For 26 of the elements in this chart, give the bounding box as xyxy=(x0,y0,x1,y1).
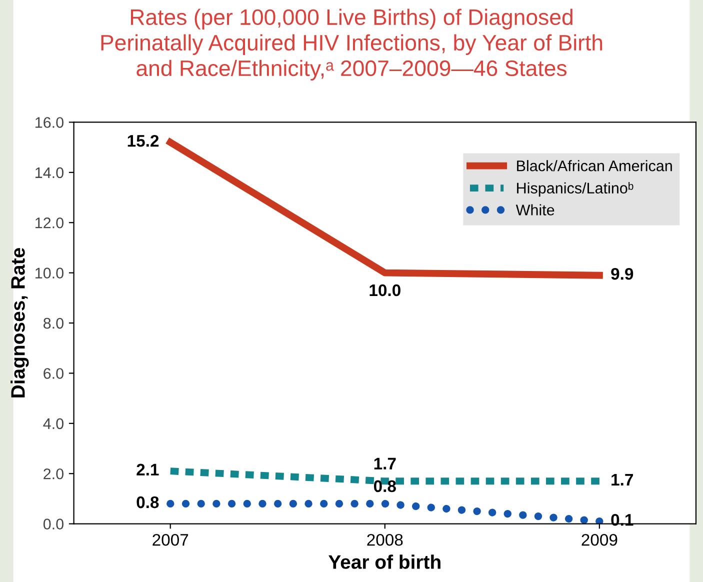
y-tick-label: 8.0 xyxy=(44,318,64,329)
data-label: 15.2 xyxy=(128,134,159,147)
data-label: 1.7 xyxy=(374,458,396,470)
legend-label: White xyxy=(516,204,554,216)
y-tick-label: 6.0 xyxy=(44,368,64,379)
data-label: 0.8 xyxy=(374,480,396,492)
y-tick-label: 14.0 xyxy=(36,167,64,178)
data-label: 2.1 xyxy=(136,464,159,476)
y-axis-title: Diagnoses, Rate xyxy=(10,248,29,398)
x-tick-label: 2008 xyxy=(367,534,403,546)
x-tick-label: 2009 xyxy=(582,534,618,546)
chart-title: Rates (per 100,000 Live Births) of Diagnosed Perinatally Acquired HIV Infections, by Year of Birth and Race/Ethnicity,ᵃ 2007–2009—46 States xyxy=(101,8,602,81)
data-label: 10.0 xyxy=(370,284,400,296)
x-tick-label: 2007 xyxy=(152,534,188,546)
x-axis-title: Year of birth xyxy=(328,554,440,569)
data-label: 1.7 xyxy=(612,474,633,486)
y-tick-label: 12.0 xyxy=(36,217,64,228)
y-tick-label: 16.0 xyxy=(36,117,64,128)
legend-label: Hispanics/Latinoᵇ xyxy=(517,182,634,197)
y-tick-label: 4.0 xyxy=(43,418,64,430)
y-tick-label: 0.0 xyxy=(43,518,64,530)
data-label: 0.8 xyxy=(136,496,159,508)
y-tick-label: 2.0 xyxy=(44,468,64,480)
data-label: 9.9 xyxy=(611,268,634,280)
legend-label: Black/African American xyxy=(517,160,672,172)
y-tick-label: 10.0 xyxy=(36,268,64,278)
